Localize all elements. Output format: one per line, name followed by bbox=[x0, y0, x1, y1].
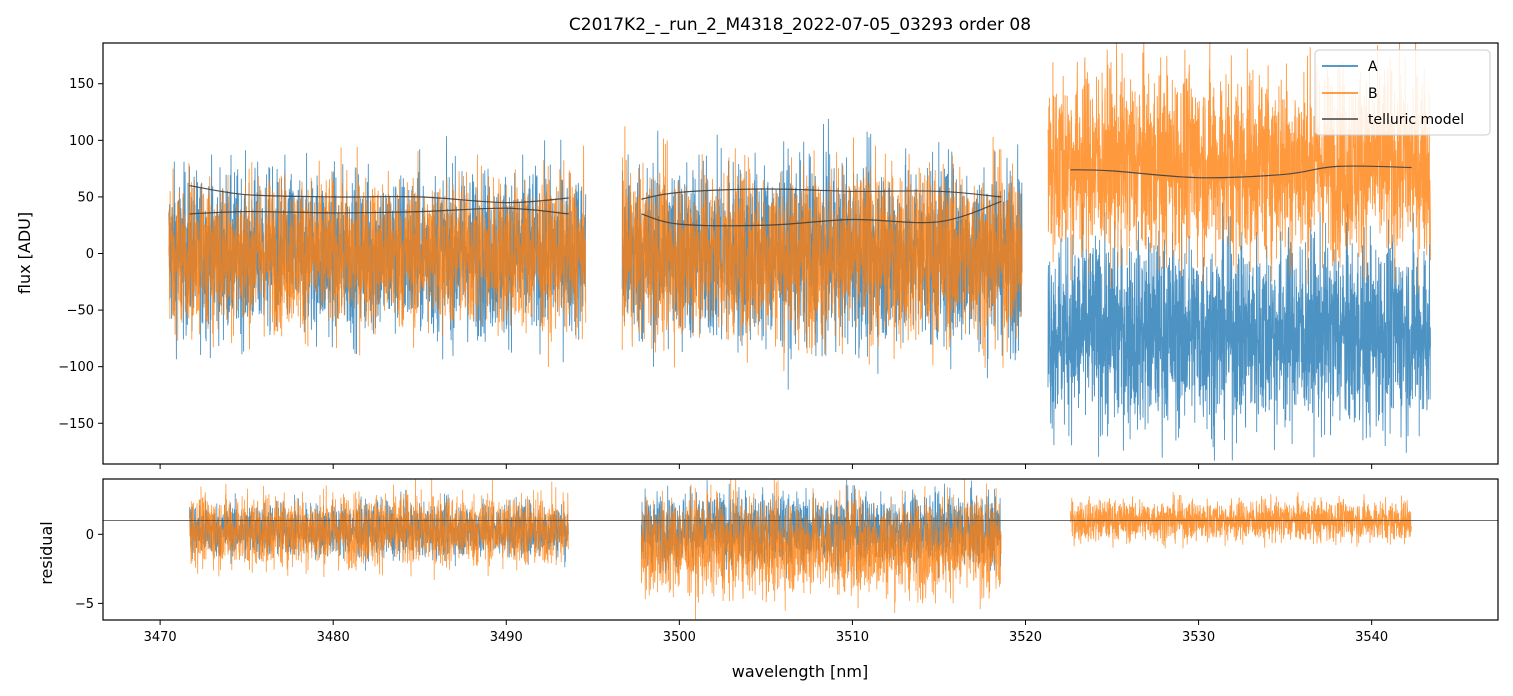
residual-plot-area bbox=[103, 479, 1498, 620]
y-tick-label: 100 bbox=[69, 134, 94, 149]
y-tick-label: 0 bbox=[86, 247, 94, 262]
telluric-model-curve-2 bbox=[189, 207, 569, 215]
y-tick-label: 0 bbox=[86, 528, 94, 543]
telluric-model-curve-3 bbox=[641, 188, 1002, 200]
y-tick-label: −50 bbox=[67, 304, 94, 319]
x-tick-label: 3510 bbox=[836, 630, 869, 645]
main-y-axis-label: flux [ADU] bbox=[15, 212, 34, 294]
x-axis-label: wavelength [nm] bbox=[732, 662, 869, 681]
residual-y-axis-label: residual bbox=[37, 521, 56, 584]
main-y-axis: −150 −100 −50 0 50 100 150 bbox=[58, 77, 103, 432]
main-x-axis bbox=[159, 464, 1373, 469]
x-tick-label: 3470 bbox=[144, 630, 177, 645]
series-b-segment-2-line bbox=[621, 126, 1023, 372]
y-tick-label: −100 bbox=[58, 360, 94, 375]
x-tick-label: 3530 bbox=[1182, 630, 1215, 645]
y-tick-label: −5 bbox=[75, 597, 94, 612]
series-b-segment-1-line bbox=[189, 479, 569, 581]
telluric-model-curve-1 bbox=[189, 185, 569, 204]
x-tick-label: 3520 bbox=[1009, 630, 1042, 645]
residual-y-axis: −5 0 bbox=[75, 528, 103, 612]
residual-axes-frame bbox=[102, 478, 1499, 621]
y-tick-label: −150 bbox=[58, 417, 94, 432]
x-tick-label: 3490 bbox=[490, 630, 523, 645]
series-b-segment-1-line bbox=[168, 145, 587, 367]
legend: A B telluric model bbox=[1314, 49, 1491, 136]
x-tick-label: 3540 bbox=[1355, 630, 1388, 645]
legend-label-a: A bbox=[1368, 59, 1378, 75]
telluric-model-curve-4 bbox=[641, 200, 1002, 227]
legend-frame bbox=[1314, 49, 1491, 136]
residual-x-axis: 3470 3480 3490 3500 3510 3520 3530 3540 bbox=[144, 620, 1388, 645]
legend-label-b: B bbox=[1368, 86, 1378, 102]
legend-label-telluric: telluric model bbox=[1368, 112, 1464, 128]
telluric-model-curve-5 bbox=[1070, 165, 1412, 179]
y-tick-label: 50 bbox=[77, 190, 94, 205]
x-tick-label: 3480 bbox=[317, 630, 350, 645]
y-tick-label: 150 bbox=[69, 77, 94, 92]
series-b-segment-2-line bbox=[640, 479, 1002, 620]
x-tick-label: 3500 bbox=[663, 630, 696, 645]
chart-title: C2017K2_-_run_2_M4318_2022-07-05_03293 o… bbox=[569, 15, 1031, 35]
series-a-segment-3-line bbox=[1047, 202, 1431, 461]
main-plot-area bbox=[168, 43, 1431, 461]
